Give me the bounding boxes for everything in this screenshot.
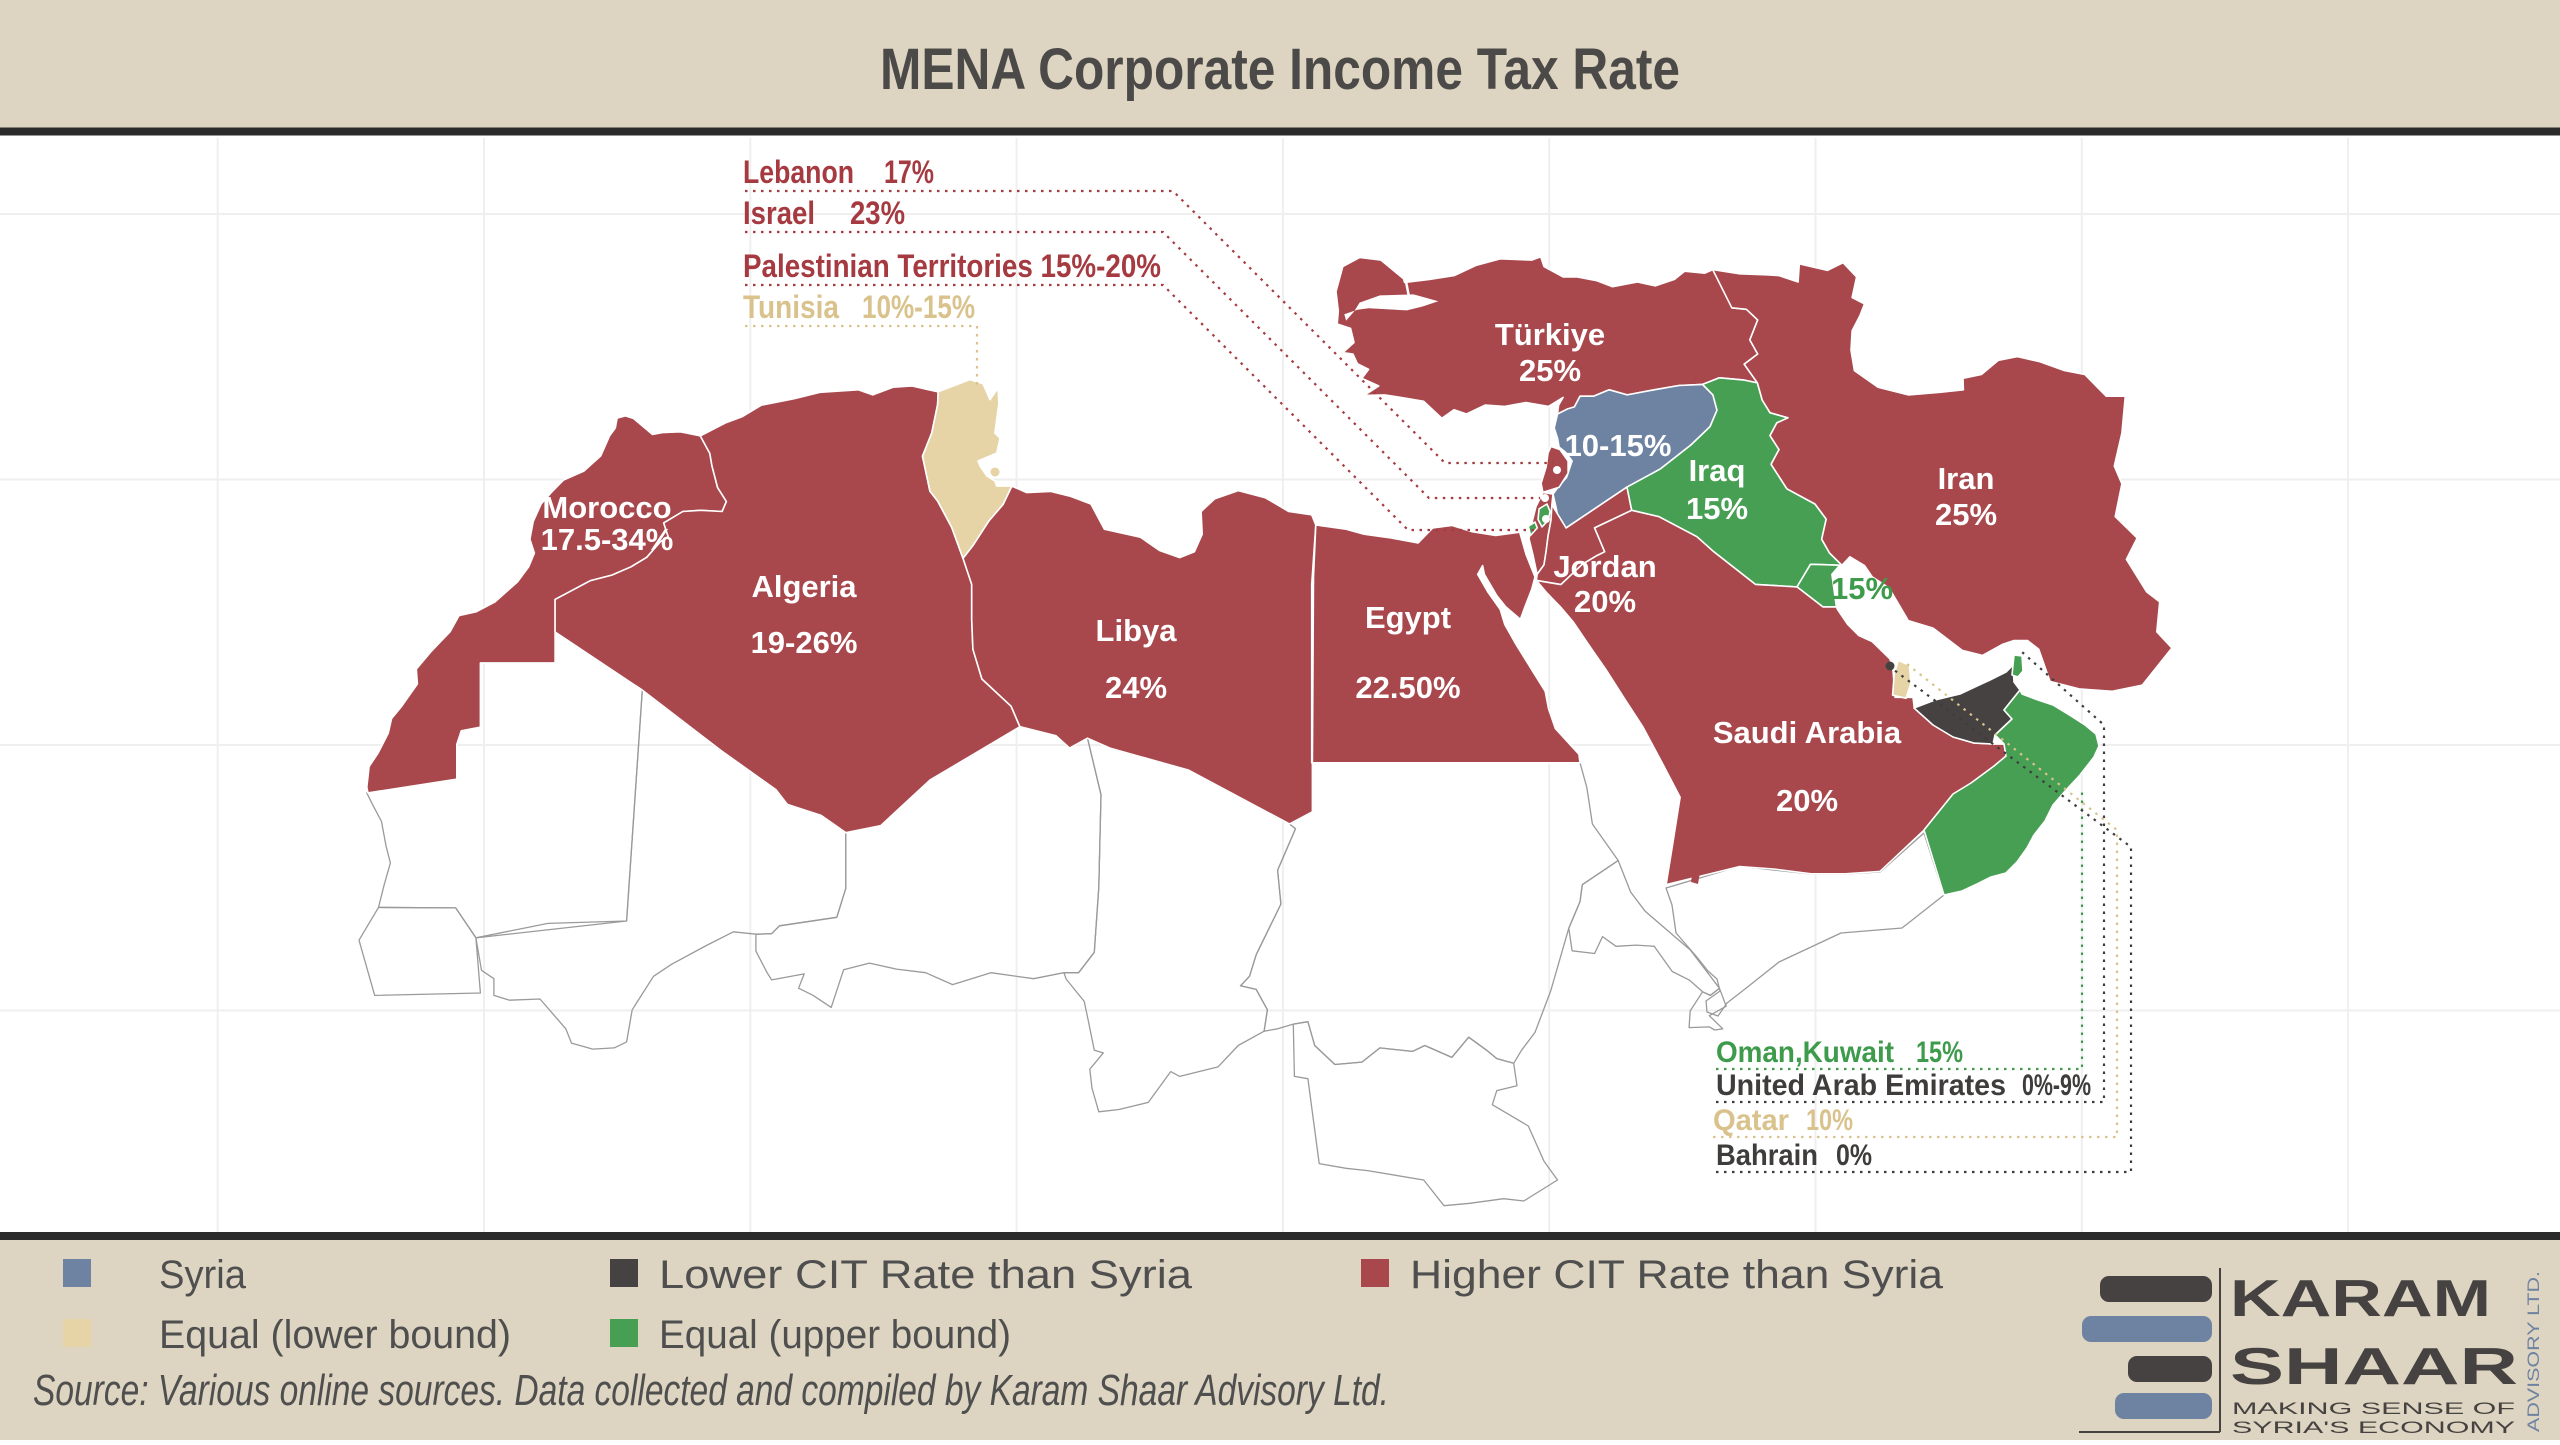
- svg-text:Bahrain: Bahrain: [1716, 1139, 1818, 1172]
- svg-text:Syria: Syria: [159, 1253, 247, 1297]
- svg-text:10-15%: 10-15%: [1565, 428, 1672, 463]
- svg-text:17%: 17%: [884, 154, 934, 190]
- svg-text:19-26%: 19-26%: [751, 625, 858, 660]
- svg-text:15%: 15%: [1831, 571, 1893, 606]
- svg-text:Lebanon: Lebanon: [743, 154, 854, 190]
- svg-text:10%-15%: 10%-15%: [862, 289, 975, 325]
- svg-text:SHAAR: SHAAR: [2230, 1338, 2518, 1396]
- svg-text:25%: 25%: [1935, 497, 1997, 532]
- svg-text:Israel: Israel: [743, 195, 815, 231]
- svg-text:17.5-34%: 17.5-34%: [541, 522, 674, 557]
- svg-text:Türkiye: Türkiye: [1495, 317, 1605, 352]
- svg-text:Egypt: Egypt: [1365, 600, 1451, 635]
- svg-text:Lower CIT Rate than Syria: Lower CIT Rate than Syria: [659, 1253, 1193, 1297]
- svg-text:24%: 24%: [1105, 670, 1167, 705]
- svg-text:0%-9%: 0%-9%: [2022, 1069, 2091, 1102]
- svg-text:KARAM: KARAM: [2230, 1270, 2491, 1328]
- svg-text:Iraq: Iraq: [1689, 453, 1746, 488]
- svg-text:0%: 0%: [1836, 1139, 1872, 1172]
- svg-text:ADVISORY LTD.: ADVISORY LTD.: [2524, 1271, 2543, 1432]
- svg-text:15%: 15%: [1686, 491, 1748, 526]
- svg-text:United Arab Emirates: United Arab Emirates: [1716, 1069, 2006, 1102]
- svg-text:MENA Corporate Income Tax Rate: MENA Corporate Income Tax Rate: [880, 37, 1680, 102]
- svg-text:MAKING SENSE OF: MAKING SENSE OF: [2232, 1399, 2515, 1418]
- svg-text:Morocco: Morocco: [542, 490, 671, 525]
- svg-text:10%: 10%: [1806, 1104, 1853, 1137]
- svg-text:SYRIA'S ECONOMY: SYRIA'S ECONOMY: [2232, 1418, 2515, 1437]
- svg-text:20%: 20%: [1776, 783, 1838, 818]
- svg-text:22.50%: 22.50%: [1355, 670, 1460, 705]
- svg-text:Oman,Kuwait: Oman,Kuwait: [1716, 1036, 1894, 1069]
- svg-text:Saudi Arabia: Saudi Arabia: [1713, 715, 1902, 750]
- svg-text:25%: 25%: [1519, 353, 1581, 388]
- svg-text:23%: 23%: [850, 195, 905, 231]
- svg-text:Higher CIT Rate than Syria: Higher CIT Rate than Syria: [1410, 1253, 1944, 1297]
- svg-text:Qatar: Qatar: [1713, 1104, 1789, 1137]
- svg-text:Equal (lower bound): Equal (lower bound): [159, 1313, 511, 1357]
- svg-text:Iran: Iran: [1938, 461, 1995, 496]
- svg-text:20%: 20%: [1574, 584, 1636, 619]
- svg-text:Jordan: Jordan: [1553, 549, 1656, 584]
- svg-text:Libya: Libya: [1096, 613, 1178, 648]
- svg-text:Source: Various online sources: Source: Various online sources. Data col…: [33, 1366, 1389, 1415]
- svg-text:Tunisia: Tunisia: [743, 289, 839, 325]
- svg-text:Palestinian Territories 15%-20: Palestinian Territories 15%-20%: [743, 248, 1161, 284]
- svg-text:Equal (upper bound): Equal (upper bound): [659, 1313, 1011, 1357]
- svg-text:15%: 15%: [1916, 1036, 1963, 1069]
- svg-text:Algeria: Algeria: [751, 569, 857, 604]
